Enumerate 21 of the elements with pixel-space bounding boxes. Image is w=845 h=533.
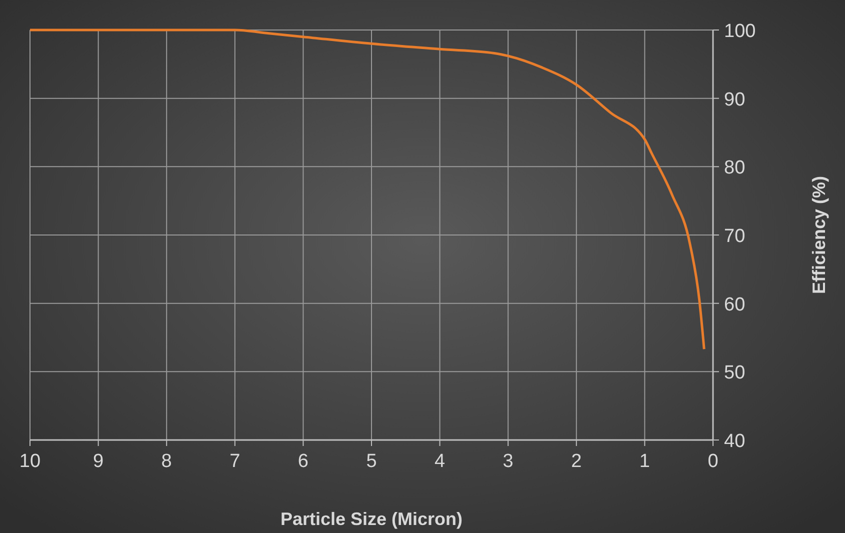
x-axis-title: Particle Size (Micron) [280,509,463,529]
y-tick-label: 100 [724,21,756,42]
x-tick-label: 6 [298,451,308,472]
y-tick-label: 90 [724,89,746,110]
x-tick-label: 9 [93,451,104,472]
x-tick-label: 8 [161,451,172,472]
y-tick-label: 50 [724,362,746,384]
x-tick-label: 4 [434,451,446,472]
y-tick-label: 70 [724,226,746,247]
x-tick-label: 10 [19,451,41,472]
x-tick-label: 3 [502,451,514,472]
y-axis-title: Efficiency (%) [809,176,829,294]
x-tick-label: 1 [639,451,650,472]
x-tick-label: 5 [366,451,377,472]
line-series [28,28,706,350]
y-tick-label: 80 [724,158,746,179]
x-tick-label: 2 [571,451,582,472]
x-tick-label: 0 [708,451,718,472]
y-tick-label: 60 [724,294,746,316]
x-tick-label: 7 [230,451,240,472]
y-tick-label: 40 [724,431,746,452]
